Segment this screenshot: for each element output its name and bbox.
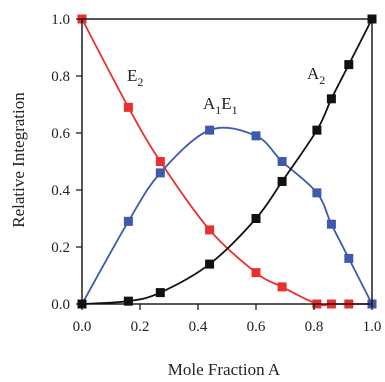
series-1-point-1	[123, 216, 133, 226]
label-a2-sub: 2	[319, 73, 325, 87]
series-2-line	[81, 18, 373, 305]
series-2-point-1	[123, 296, 133, 306]
series-0-point-4	[251, 268, 261, 278]
series-1-point-2	[155, 168, 165, 178]
series-1-line	[81, 126, 373, 305]
fit-curves	[81, 18, 373, 307]
x-tick-label-4: 0.8	[305, 319, 324, 335]
series-0-line	[81, 18, 372, 307]
series-2-point-8	[344, 60, 354, 70]
series-2-point-4	[251, 214, 261, 223]
series-2-point-2	[155, 288, 165, 298]
label-a1e1-name: A	[203, 94, 216, 113]
label-a1e1: A1E1	[203, 94, 238, 117]
series-2-point-7	[326, 94, 336, 104]
y-tick-label-3: 0.6	[51, 126, 70, 142]
series-1-point-4	[251, 131, 261, 141]
label-a2: A2	[307, 64, 325, 87]
series-0-point-1	[123, 102, 133, 112]
label-e2-name: E	[127, 66, 137, 85]
series-0-point-5	[277, 282, 287, 292]
data-markers	[77, 14, 377, 309]
series-1-point-5	[277, 157, 287, 166]
label-a1e1-sub2: 1	[232, 103, 238, 117]
series-1-point-8	[344, 253, 354, 263]
series-0-point-2	[155, 157, 165, 166]
axis-ticks: 0.0 0.2 0.4 0.6 0.8 1.0 0.0 0.2 0.4 0.6 0.8 1.0	[51, 12, 381, 335]
series-2-point-6	[312, 125, 322, 135]
label-a2-name: A	[307, 64, 320, 83]
series-1-point-7	[326, 219, 336, 229]
series-1-point-6	[312, 188, 322, 198]
x-tick-label-0: 0.0	[73, 319, 92, 335]
x-tick-label-5: 1.0	[363, 319, 382, 335]
series-2-point-5	[277, 176, 287, 186]
plot-frame	[81, 18, 373, 305]
y-tick-label-0: 0.0	[51, 297, 70, 313]
label-a1e1-sub: 1	[215, 103, 221, 117]
x-tick-label-3: 0.6	[247, 319, 266, 335]
series-1-point-3	[205, 125, 215, 135]
label-e2-sub: 2	[137, 75, 143, 89]
label-e2: E2	[127, 66, 143, 89]
y-tick-label-1: 0.2	[51, 240, 70, 256]
x-tick-label-2: 0.4	[189, 319, 208, 335]
label-a1e1-name2: E	[221, 94, 231, 113]
series-0-point-3	[205, 225, 215, 235]
y-axis-title: Relative Integration	[9, 92, 28, 228]
y-tick-label-4: 0.8	[51, 69, 70, 85]
x-tick-label-1: 0.2	[131, 319, 150, 335]
y-tick-label-2: 0.4	[51, 183, 70, 199]
x-axis-title: Mole Fraction A	[168, 360, 281, 379]
y-tick-label-5: 1.0	[51, 12, 70, 28]
series-2-point-3	[205, 259, 215, 269]
